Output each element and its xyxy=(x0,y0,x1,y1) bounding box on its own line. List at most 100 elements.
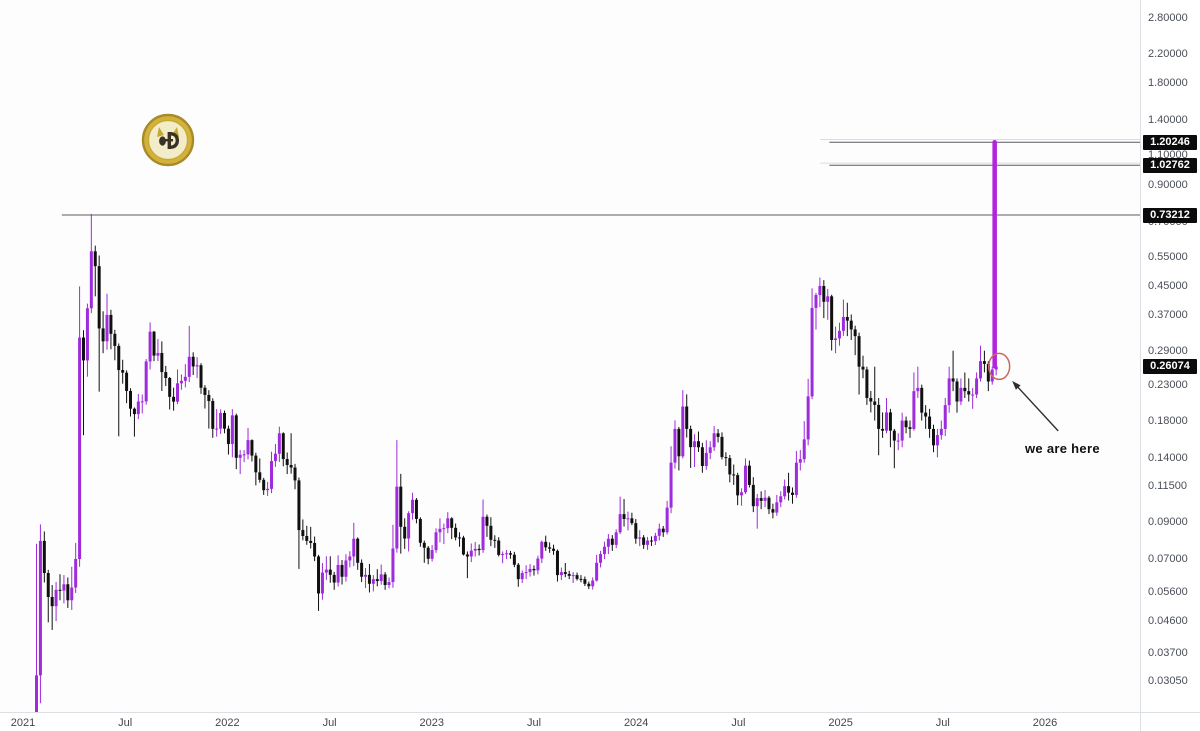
candle-body xyxy=(407,513,411,539)
candle-body xyxy=(790,492,794,495)
candle-body xyxy=(129,390,133,409)
candle-body xyxy=(74,558,78,588)
candle-body xyxy=(66,584,70,601)
candle-body xyxy=(234,415,238,458)
candle-body xyxy=(414,499,418,519)
candle-body xyxy=(383,574,387,586)
candle-body xyxy=(967,391,971,395)
candle-body xyxy=(317,556,321,594)
candle-body xyxy=(293,467,297,481)
price-tick-label: 0.09000 xyxy=(1148,516,1188,529)
candle-body xyxy=(693,441,697,448)
candle-body xyxy=(669,462,673,508)
candle-body xyxy=(38,540,42,676)
candle-body xyxy=(497,540,501,555)
candle-body xyxy=(794,462,798,495)
candle-body xyxy=(101,328,105,342)
candle-body xyxy=(751,484,755,507)
candle-body xyxy=(618,514,622,533)
price-badge: 1.20246 xyxy=(1143,134,1197,150)
candle-body xyxy=(787,486,791,493)
candle-body xyxy=(736,475,740,496)
candle-body xyxy=(512,554,516,565)
candle-body xyxy=(767,497,771,510)
candle-body xyxy=(978,361,982,379)
candle-body xyxy=(677,428,681,457)
candle-body xyxy=(865,369,869,398)
candle-body xyxy=(207,394,211,402)
candle-body xyxy=(132,408,136,415)
candle-body xyxy=(454,527,458,538)
price-axis[interactable]: 2.80000 2.20000 1.80000 1.40000 1.10000 0.900… xyxy=(1140,0,1200,712)
candle-body xyxy=(971,394,975,396)
candle-body xyxy=(395,486,399,549)
candle-body xyxy=(477,548,481,551)
candle-body xyxy=(46,573,50,597)
candle-body xyxy=(305,535,309,541)
candle-body xyxy=(665,507,669,533)
time-axis[interactable]: 2021 Jul 2022 Jul 2023 Jul 2024 Jul 2025 Jul 2026 xyxy=(0,712,1140,731)
candle-body xyxy=(277,433,281,454)
candle-body xyxy=(187,356,191,377)
candle-body xyxy=(97,266,101,329)
candle-body xyxy=(489,525,493,540)
we-are-here-label[interactable]: we are here xyxy=(1025,441,1100,456)
candle-body xyxy=(320,572,324,594)
candle-body xyxy=(121,370,125,373)
candle-body xyxy=(42,540,46,574)
time-tick-label: 2024 xyxy=(623,717,649,729)
time-tick-label: Jul xyxy=(322,717,337,729)
price-tick-label: 0.05600 xyxy=(1148,585,1188,598)
candle-body xyxy=(798,459,802,463)
annotation-circle[interactable] xyxy=(987,352,1011,381)
candle-body xyxy=(242,454,246,456)
candle-body xyxy=(516,564,520,580)
candle-body xyxy=(708,447,712,453)
candle-body xyxy=(50,596,54,607)
candle-body xyxy=(426,547,430,559)
candle-body xyxy=(759,498,763,501)
candle-body xyxy=(481,516,485,551)
candle-body xyxy=(78,337,82,559)
candle-body xyxy=(501,554,505,556)
candle-body xyxy=(595,562,599,581)
candle-body xyxy=(704,452,708,466)
candle-body xyxy=(219,412,223,429)
candle-body xyxy=(955,381,959,402)
candle-body xyxy=(700,447,704,466)
candle-body xyxy=(916,387,920,392)
time-tick-label: 2021 xyxy=(10,717,36,729)
candle-body xyxy=(928,416,932,429)
time-tick-label: Jul xyxy=(526,717,542,729)
annotation-arrow[interactable] xyxy=(1015,384,1059,432)
price-tick-label: 1.80000 xyxy=(1148,77,1188,90)
candle-body xyxy=(555,550,559,576)
candle-body xyxy=(716,433,720,437)
candle-body xyxy=(144,361,148,402)
price-tick-label: 0.55000 xyxy=(1148,250,1188,263)
candle-body xyxy=(211,401,215,429)
candle-body xyxy=(951,378,955,382)
candle-body xyxy=(939,428,943,436)
candle-body xyxy=(673,428,677,463)
candle-body xyxy=(297,480,301,531)
candle-body xyxy=(892,430,896,441)
candle-body xyxy=(986,363,990,382)
candle-body xyxy=(575,575,579,579)
price-tick-label: 0.03050 xyxy=(1148,675,1188,687)
axis-corner xyxy=(1140,712,1200,731)
candle-body xyxy=(364,574,368,577)
price-tick-label: 0.03700 xyxy=(1148,646,1188,659)
candle-body xyxy=(591,580,595,587)
candle-body xyxy=(696,441,700,448)
candle-body xyxy=(285,459,289,465)
candle-body xyxy=(328,569,332,575)
candle-body xyxy=(340,564,344,577)
candle-body xyxy=(176,383,180,402)
candle-body xyxy=(422,542,426,548)
candle-body xyxy=(473,548,477,551)
candle-body xyxy=(356,538,360,563)
candle-body xyxy=(975,378,979,395)
candle-body xyxy=(230,415,234,444)
